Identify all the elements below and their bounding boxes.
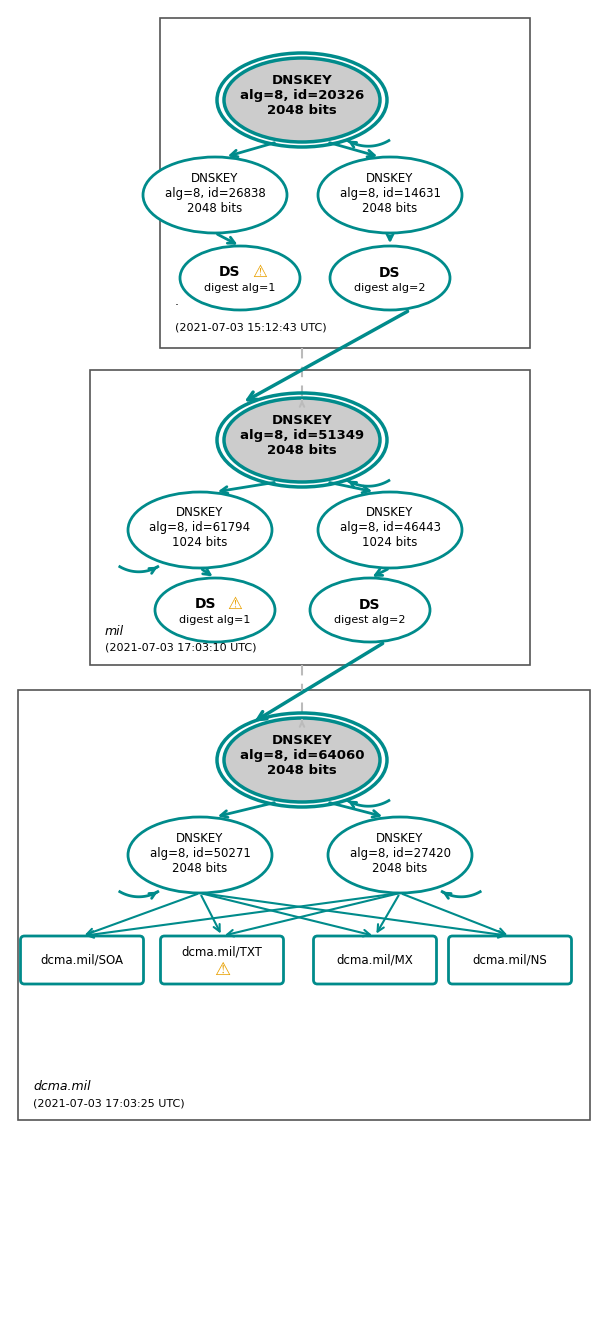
Ellipse shape [224, 397, 380, 482]
Text: dcma.mil/MX: dcma.mil/MX [336, 953, 413, 966]
Text: mil: mil [105, 625, 124, 638]
Text: DNSKEY
alg=8, id=64060
2048 bits: DNSKEY alg=8, id=64060 2048 bits [240, 735, 364, 777]
Text: .: . [175, 295, 179, 308]
Text: ⚠: ⚠ [252, 263, 267, 280]
Text: ⚠: ⚠ [227, 595, 243, 613]
Bar [18, 690, 590, 1120]
Text: digest alg=1: digest alg=1 [204, 283, 276, 292]
Ellipse shape [224, 58, 380, 142]
Text: DNSKEY
alg=8, id=27420
2048 bits: DNSKEY alg=8, id=27420 2048 bits [350, 832, 451, 874]
Text: dcma.mil/NS: dcma.mil/NS [473, 953, 548, 966]
Ellipse shape [180, 246, 300, 310]
Text: DNSKEY
alg=8, id=51349
2048 bits: DNSKEY alg=8, id=51349 2048 bits [240, 415, 364, 457]
Ellipse shape [143, 157, 287, 233]
FancyBboxPatch shape [160, 936, 284, 983]
Ellipse shape [328, 817, 472, 893]
Text: DNSKEY
alg=8, id=61794
1024 bits: DNSKEY alg=8, id=61794 1024 bits [149, 506, 250, 549]
Ellipse shape [155, 578, 275, 642]
FancyBboxPatch shape [21, 936, 143, 983]
Text: DNSKEY
alg=8, id=46443
1024 bits: DNSKEY alg=8, id=46443 1024 bits [339, 506, 440, 549]
Text: DNSKEY
alg=8, id=20326
2048 bits: DNSKEY alg=8, id=20326 2048 bits [240, 74, 364, 117]
Ellipse shape [310, 578, 430, 642]
Text: DS: DS [359, 598, 381, 611]
Text: (2021-07-03 15:12:43 UTC): (2021-07-03 15:12:43 UTC) [175, 322, 327, 332]
Text: digest alg=2: digest alg=2 [334, 615, 406, 625]
Text: ⚠: ⚠ [214, 961, 230, 979]
Ellipse shape [224, 718, 380, 801]
Text: DS: DS [194, 597, 216, 611]
Text: DNSKEY
alg=8, id=26838
2048 bits: DNSKEY alg=8, id=26838 2048 bits [165, 171, 266, 214]
Text: dcma.mil: dcma.mil [33, 1080, 91, 1092]
Text: (2021-07-03 17:03:10 UTC): (2021-07-03 17:03:10 UTC) [105, 643, 257, 653]
Ellipse shape [318, 157, 462, 233]
Ellipse shape [318, 492, 462, 567]
FancyBboxPatch shape [313, 936, 436, 983]
Text: DS: DS [379, 266, 401, 280]
Text: DNSKEY
alg=8, id=50271
2048 bits: DNSKEY alg=8, id=50271 2048 bits [149, 832, 250, 874]
Text: dcma.mil/TXT: dcma.mil/TXT [182, 945, 263, 958]
Text: digest alg=1: digest alg=1 [179, 615, 250, 625]
Ellipse shape [128, 817, 272, 893]
Bar [160, 19, 530, 348]
Ellipse shape [330, 246, 450, 310]
Text: (2021-07-03 17:03:25 UTC): (2021-07-03 17:03:25 UTC) [33, 1098, 185, 1108]
Text: DS: DS [219, 264, 241, 279]
Bar [90, 369, 530, 664]
Text: DNSKEY
alg=8, id=14631
2048 bits: DNSKEY alg=8, id=14631 2048 bits [339, 171, 440, 214]
FancyBboxPatch shape [448, 936, 572, 983]
Ellipse shape [128, 492, 272, 567]
Text: dcma.mil/SOA: dcma.mil/SOA [41, 953, 123, 966]
Text: digest alg=2: digest alg=2 [355, 283, 426, 292]
